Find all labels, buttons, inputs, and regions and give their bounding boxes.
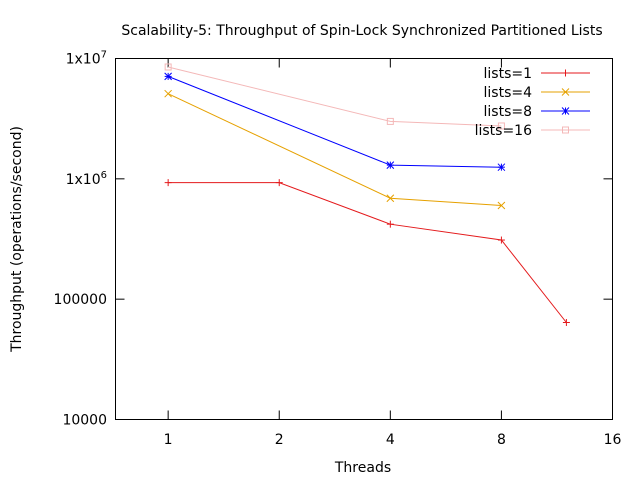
data-point <box>386 117 394 125</box>
y-axis-label: Throughput (operations/second) <box>9 126 25 353</box>
legend-marker <box>561 107 570 115</box>
legend: lists=1 lists=4 lists=8 lists=16 <box>475 66 590 139</box>
series-layer <box>164 63 570 326</box>
data-point <box>497 201 506 210</box>
data-point <box>164 63 172 71</box>
data-point <box>386 220 394 228</box>
data-point <box>562 318 570 326</box>
series-lists-8 <box>164 72 506 172</box>
chart-title: Scalability-5: Throughput of Spin-Lock S… <box>121 23 602 39</box>
data-point <box>497 122 505 130</box>
x-tick-label: 4 <box>386 432 395 448</box>
y-tick-label: 1x106 <box>66 170 107 188</box>
legend-label: lists=8 <box>484 104 533 120</box>
legend-label: lists=16 <box>475 123 532 139</box>
series-lists-4 <box>164 89 506 210</box>
plot-frame <box>115 58 613 420</box>
series-lists-16 <box>164 63 505 130</box>
legend-label: lists=4 <box>484 85 533 101</box>
legend-marker <box>562 69 569 77</box>
x-tick-label: 2 <box>275 432 284 448</box>
x-tick-label: 8 <box>497 432 506 448</box>
legend-marker <box>561 88 570 96</box>
y-axis: 10000 100000 1x106 1x107 <box>54 50 613 429</box>
series-line <box>168 182 567 323</box>
data-point <box>497 163 506 172</box>
x-axis: 1 2 4 8 16 <box>164 58 622 448</box>
data-point <box>275 179 283 187</box>
x-tick-label: 1 <box>164 432 173 448</box>
legend-label: lists=1 <box>484 66 533 82</box>
data-point <box>164 72 173 81</box>
data-point <box>386 161 395 169</box>
series-lists-1 <box>164 179 570 326</box>
x-tick-label: 16 <box>604 432 622 448</box>
legend-marker <box>562 126 569 134</box>
x-axis-label: Threads <box>334 460 391 476</box>
data-point <box>164 89 173 98</box>
series-line <box>167 66 502 127</box>
y-tick-label: 100000 <box>54 292 107 308</box>
data-point <box>164 179 172 187</box>
data-point <box>386 194 395 203</box>
series-line <box>167 93 502 206</box>
y-tick-label: 1x107 <box>66 50 107 68</box>
series-line <box>167 75 502 168</box>
data-point <box>497 236 505 244</box>
y-tick-label: 10000 <box>62 413 107 429</box>
